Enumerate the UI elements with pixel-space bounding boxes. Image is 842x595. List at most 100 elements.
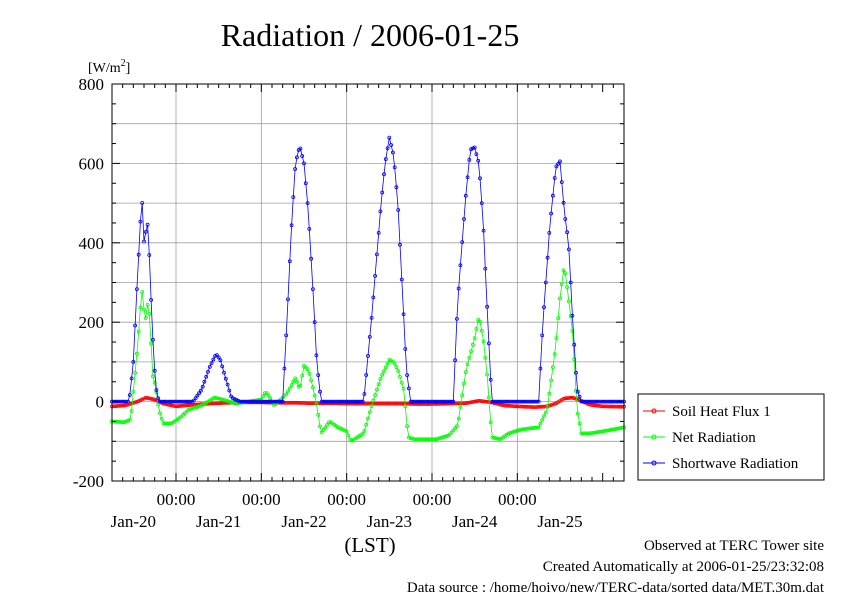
data-point xyxy=(259,399,264,404)
data-point xyxy=(485,372,490,377)
chart-title: Radiation / 2006-01-25 xyxy=(221,17,520,53)
data-point xyxy=(415,437,420,442)
data-point xyxy=(166,421,171,426)
data-point xyxy=(511,399,516,404)
data-point xyxy=(373,273,378,278)
data-point xyxy=(483,266,488,271)
data-point xyxy=(357,399,362,404)
data-point xyxy=(506,403,511,408)
data-point xyxy=(165,399,170,404)
data-point xyxy=(163,421,168,426)
data-point xyxy=(469,400,474,405)
data-point xyxy=(522,399,527,404)
data-point xyxy=(300,373,305,378)
data-point xyxy=(540,333,545,338)
data-point xyxy=(142,239,146,244)
legend-box xyxy=(637,393,825,481)
data-point xyxy=(398,374,402,379)
data-point xyxy=(191,406,196,410)
data-point xyxy=(572,357,577,362)
data-point xyxy=(495,436,500,441)
data-point xyxy=(303,401,308,405)
data-point xyxy=(559,180,564,185)
data-point xyxy=(403,404,408,409)
data-point xyxy=(293,376,298,381)
data-point xyxy=(214,353,219,358)
data-point xyxy=(462,217,466,221)
data-point xyxy=(383,157,388,162)
data-point xyxy=(278,399,283,404)
data-point xyxy=(547,230,552,235)
data-point xyxy=(551,365,555,370)
plot-series xyxy=(110,135,626,443)
data-point xyxy=(181,403,186,408)
data-point xyxy=(204,374,209,379)
data-point xyxy=(446,399,450,404)
data-point xyxy=(486,395,491,400)
data-point xyxy=(230,396,235,401)
data-point xyxy=(410,399,415,404)
data-point xyxy=(216,355,221,360)
data-point xyxy=(533,425,537,430)
data-point xyxy=(435,437,440,441)
data-point xyxy=(380,190,385,195)
data-point xyxy=(394,365,399,370)
data-point xyxy=(309,256,314,261)
data-point xyxy=(316,401,321,406)
data-point xyxy=(515,404,520,409)
data-point xyxy=(481,228,486,233)
data-point xyxy=(113,404,118,409)
data-point xyxy=(376,401,381,406)
footer-created: Created Automatically at 2006-01-25/23:3… xyxy=(543,559,824,575)
data-point xyxy=(431,399,436,404)
data-point xyxy=(563,217,568,221)
data-point xyxy=(565,285,569,290)
data-point xyxy=(127,402,132,406)
data-point xyxy=(419,402,424,406)
data-point xyxy=(383,401,388,406)
data-point xyxy=(195,393,200,398)
data-point xyxy=(264,391,269,396)
data-point xyxy=(390,150,395,155)
data-point xyxy=(581,399,585,404)
data-point xyxy=(209,401,214,406)
data-point xyxy=(406,401,411,406)
data-point xyxy=(177,399,182,404)
data-point xyxy=(246,399,251,404)
data-point xyxy=(124,419,129,424)
data-point xyxy=(330,399,335,404)
data-point xyxy=(373,393,378,397)
data-point xyxy=(588,431,593,436)
data-point xyxy=(190,406,194,411)
data-point xyxy=(607,428,612,433)
data-point xyxy=(188,407,193,412)
data-point xyxy=(527,404,532,409)
data-point xyxy=(467,355,472,360)
x-date-label: Jan-23 xyxy=(367,512,412,531)
data-point xyxy=(310,401,315,406)
data-point xyxy=(527,399,532,404)
data-point xyxy=(561,396,566,401)
data-point xyxy=(574,370,578,375)
data-point xyxy=(303,181,308,186)
data-point xyxy=(488,420,493,425)
data-point xyxy=(467,400,472,405)
data-point xyxy=(286,400,290,405)
data-point xyxy=(490,435,495,440)
data-point xyxy=(540,418,545,422)
data-point xyxy=(300,400,305,405)
data-point xyxy=(227,399,232,404)
data-point xyxy=(186,399,191,404)
data-point xyxy=(188,399,193,404)
data-point xyxy=(426,402,431,406)
data-point xyxy=(472,399,477,404)
data-point xyxy=(428,399,433,404)
legend-swatch-marker xyxy=(651,408,657,414)
data-point xyxy=(291,379,296,384)
data-point xyxy=(302,161,306,166)
data-point xyxy=(380,401,385,406)
data-point xyxy=(268,399,273,404)
data-point xyxy=(291,195,296,200)
data-point xyxy=(374,401,379,406)
data-point xyxy=(406,435,411,440)
